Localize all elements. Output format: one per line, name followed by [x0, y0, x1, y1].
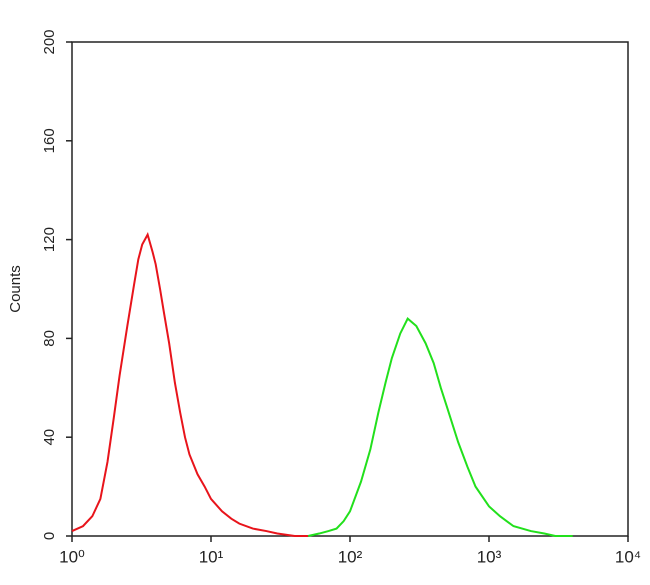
y-axis-label: Counts — [7, 265, 24, 313]
x-tick-label: 10³ — [477, 547, 502, 566]
y-tick-label: 160 — [41, 128, 58, 153]
x-tick-label: 10⁴ — [615, 547, 641, 566]
y-tick-label: 40 — [41, 429, 58, 446]
y-tick-label: 120 — [41, 227, 58, 252]
x-tick-label: 10² — [338, 547, 363, 566]
plot-frame — [71, 41, 629, 537]
x-tick-label: 10⁰ — [59, 547, 85, 566]
histogram-line — [307, 317, 573, 537]
histogram-line — [71, 232, 309, 537]
y-tick-label: 80 — [41, 330, 58, 347]
y-tick-label: 0 — [41, 532, 58, 540]
x-tick-label: 10¹ — [199, 547, 224, 566]
y-tick-label: 200 — [41, 29, 58, 54]
